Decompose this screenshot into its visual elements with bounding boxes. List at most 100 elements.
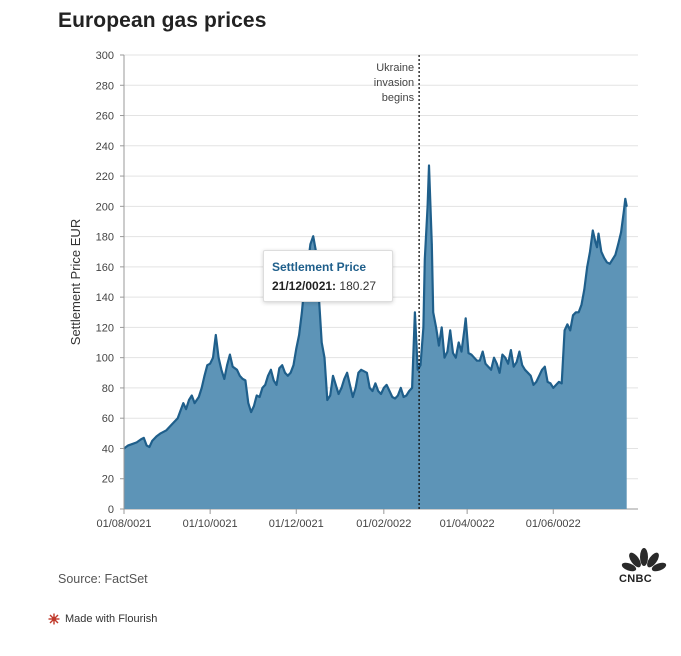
data-point: [374, 382, 377, 385]
data-point: [159, 432, 162, 435]
data-point: [524, 369, 526, 371]
y-tick-label: 120: [96, 322, 114, 334]
data-point: [329, 394, 332, 397]
annotation-text: begins: [382, 92, 415, 104]
data-point: [340, 387, 343, 389]
data-point: [600, 250, 603, 253]
flourish-credit[interactable]: Made with Flourish: [48, 613, 157, 625]
data-point: [206, 364, 209, 367]
x-tick-label: 01/04/0022: [440, 518, 495, 530]
data-point: [352, 396, 354, 398]
data-point: [611, 258, 614, 261]
data-point: [544, 365, 546, 368]
data-point: [419, 364, 422, 367]
y-tick-label: 20: [102, 474, 114, 486]
data-point: [435, 326, 437, 329]
data-point: [575, 311, 577, 314]
data-point: [560, 382, 563, 385]
data-point: [295, 347, 298, 350]
data-point: [135, 441, 138, 444]
data-point: [487, 365, 490, 368]
data-point: [346, 372, 348, 374]
data-point: [151, 440, 153, 442]
tooltip-title: Settlement Price: [272, 260, 367, 274]
data-point: [241, 378, 244, 380]
data-point: [226, 364, 228, 367]
tooltip-date: 21/12/0021:: [272, 279, 337, 293]
data-point: [332, 375, 334, 377]
x-tick-label: 01/02/0022: [356, 518, 411, 530]
y-tick-label: 100: [96, 353, 114, 365]
data-point: [555, 384, 557, 386]
data-point: [354, 387, 357, 389]
data-point: [431, 243, 433, 245]
data-point: [460, 350, 463, 353]
data-point: [625, 205, 628, 208]
annotation-text: invasion: [374, 77, 414, 89]
data-point: [301, 311, 303, 314]
data-point: [569, 329, 571, 332]
data-point: [239, 375, 241, 377]
data-point: [532, 384, 535, 386]
data-point: [515, 361, 518, 364]
data-point: [496, 362, 498, 365]
data-point: [572, 314, 574, 317]
annotation-text: Ukraine: [376, 62, 414, 74]
data-point: [512, 365, 515, 368]
data-point: [188, 399, 190, 401]
data-point: [490, 369, 492, 371]
data-point: [476, 359, 478, 362]
data-point: [521, 364, 523, 367]
data-point: [171, 423, 173, 426]
data-point: [377, 390, 380, 392]
data-point: [617, 243, 619, 245]
data-point: [443, 356, 446, 359]
data-point: [244, 379, 247, 382]
data-point: [366, 372, 368, 374]
y-tick-label: 180: [96, 232, 114, 244]
tooltip: Settlement Price 21/12/0021: 180.27: [263, 250, 393, 302]
y-tick-label: 0: [108, 504, 114, 516]
data-point: [287, 375, 289, 377]
data-point: [275, 384, 278, 386]
data-point: [623, 210, 625, 212]
y-tick-label: 280: [96, 80, 114, 92]
data-point: [335, 384, 337, 386]
data-point: [416, 369, 419, 371]
data-point: [357, 372, 360, 374]
data-point: [360, 369, 363, 371]
data-point: [176, 417, 179, 420]
annotation-group: Ukraine invasion begins: [374, 55, 420, 509]
source-note: Source: FactSet: [58, 572, 148, 586]
data-point: [209, 362, 211, 365]
data-point: [215, 334, 217, 336]
data-point: [467, 352, 470, 354]
data-point: [426, 205, 429, 208]
data-point: [549, 382, 552, 385]
y-tick-label: 40: [102, 443, 114, 455]
y-axis: 0 20 40 60 80 100 120 140 160 180 200 220 240 260 280 3…: [96, 50, 125, 516]
data-point: [529, 375, 532, 377]
data-point: [145, 444, 148, 447]
data-point: [558, 381, 560, 383]
data-point: [140, 438, 142, 441]
chart-title: European gas prices: [58, 9, 267, 32]
x-tick-label: 01/08/0021: [96, 518, 151, 530]
tooltip-row: 21/12/0021: 180.27: [272, 279, 376, 293]
area-fill: [124, 165, 627, 509]
data-point: [484, 362, 487, 365]
data-point: [212, 356, 214, 359]
data-point: [155, 435, 158, 438]
data-point: [270, 369, 272, 371]
data-point: [388, 390, 391, 392]
data-point: [255, 394, 258, 397]
y-tick-label: 220: [96, 171, 114, 183]
data-point: [349, 384, 351, 386]
data-point: [312, 235, 315, 237]
data-point: [397, 394, 399, 397]
data-point: [504, 356, 507, 359]
data-point: [284, 372, 286, 374]
data-point: [527, 372, 529, 374]
data-point: [597, 232, 600, 235]
